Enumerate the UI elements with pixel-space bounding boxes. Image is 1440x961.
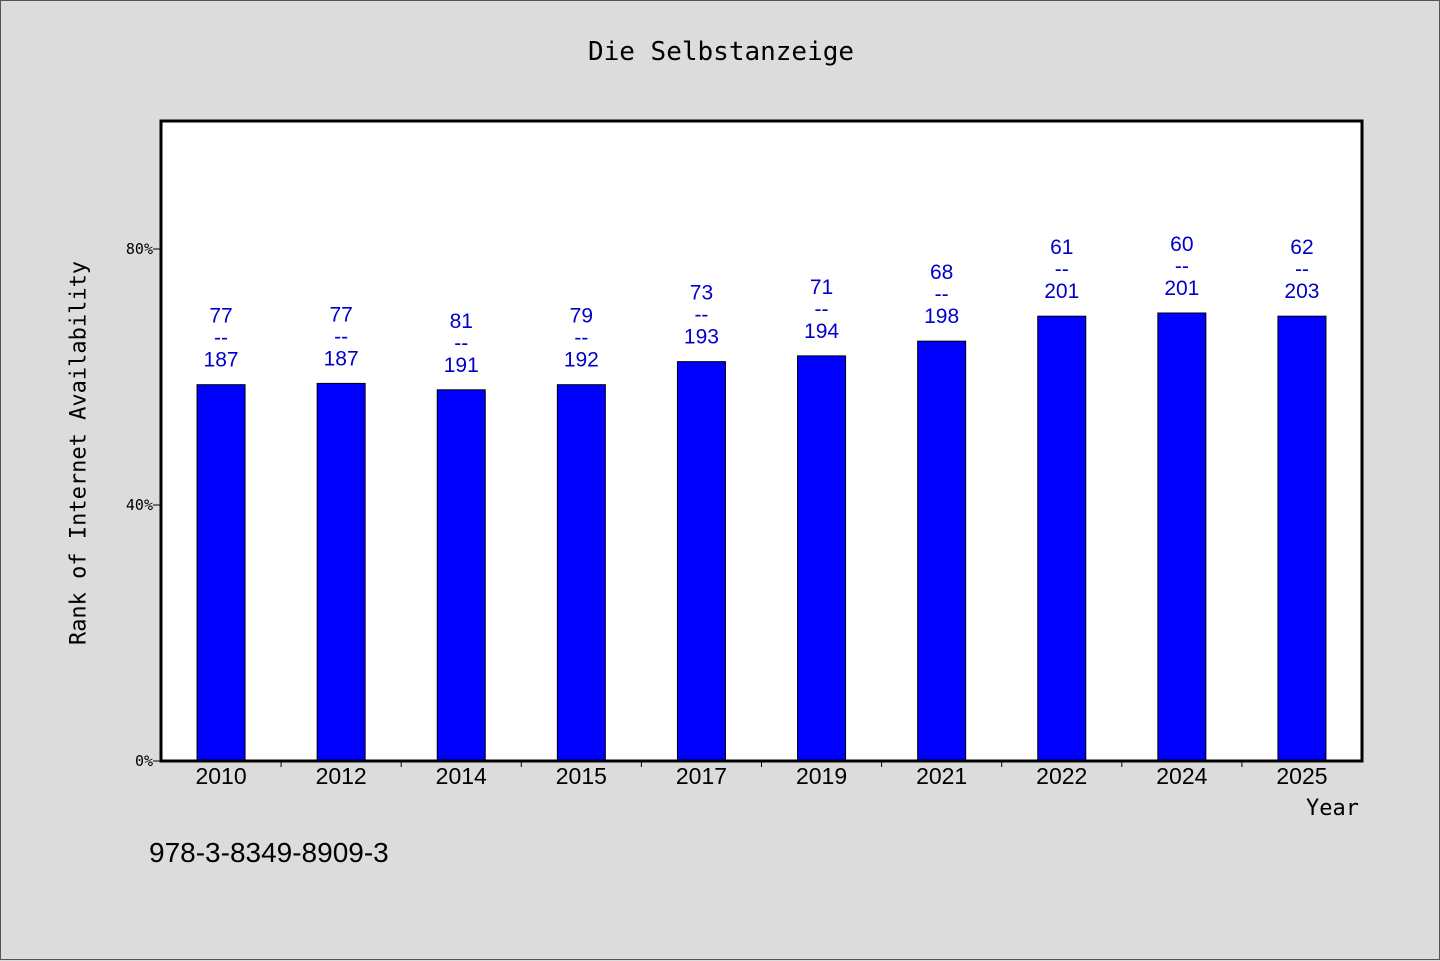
data-label-2025-0: 62 [1290, 236, 1313, 259]
data-label-2022-2: 201 [1044, 280, 1079, 303]
bar-2019 [797, 355, 847, 762]
data-label-2024-0: 60 [1170, 233, 1193, 256]
data-label-2022-0: 61 [1050, 236, 1073, 259]
data-label-2017-0: 73 [690, 282, 713, 305]
isbn-footer: 978-3-8349-8909-3 [149, 837, 389, 868]
chart-title: Die Selbstanzeige [587, 37, 855, 67]
bar-2012 [316, 382, 366, 762]
x-tick-label-2022: 2022 [1036, 763, 1087, 789]
x-tick-label-2021: 2021 [916, 763, 967, 789]
data-label-2019-2: 194 [804, 320, 839, 343]
x-tick-label-2014: 2014 [436, 763, 487, 789]
data-label-2010-0: 77 [209, 305, 232, 328]
bar-2025 [1277, 315, 1327, 762]
data-label-2015-2: 192 [564, 349, 599, 372]
x-tick-label-2010: 2010 [195, 763, 246, 789]
x-axis-label: Year [1306, 796, 1359, 821]
data-label-2012-1: -- [334, 325, 348, 348]
data-label-2021-2: 198 [924, 305, 959, 328]
data-label-2021-0: 68 [930, 261, 953, 284]
x-tick-label-2012: 2012 [316, 763, 367, 789]
bar-2021 [917, 340, 967, 762]
data-label-2024-1: -- [1175, 255, 1189, 278]
data-label-2014-0: 81 [450, 310, 473, 333]
data-label-2017-1: -- [694, 304, 708, 327]
bar-2022 [1037, 315, 1087, 762]
data-label-2019-1: -- [815, 298, 829, 321]
data-label-2014-1: -- [454, 332, 468, 355]
data-label-2022-1: -- [1055, 258, 1069, 281]
x-tick-label-2025: 2025 [1276, 763, 1327, 789]
data-label-2015-0: 79 [570, 305, 593, 328]
bar-2017 [676, 361, 726, 762]
data-label-2010-1: -- [214, 327, 228, 350]
bar-2015 [556, 384, 606, 762]
plot-border [159, 119, 1364, 763]
x-tick-label-2015: 2015 [556, 763, 607, 789]
y-tick-label-0: 0% [135, 752, 153, 770]
y-tick-label-2: 80% [126, 240, 153, 258]
bar-2010 [196, 384, 246, 762]
data-label-2025-2: 203 [1284, 280, 1319, 303]
bar-2014 [436, 389, 486, 762]
data-label-2015-1: -- [574, 327, 588, 350]
data-label-2024-2: 201 [1164, 277, 1199, 300]
bar-2024 [1157, 312, 1207, 762]
data-label-2012-2: 187 [324, 347, 359, 370]
data-label-2021-1: -- [935, 283, 949, 306]
x-tick-label-2024: 2024 [1156, 763, 1207, 789]
data-label-2019-0: 71 [810, 276, 833, 299]
data-label-2014-2: 191 [444, 354, 479, 377]
y-tick-label-1: 40% [126, 496, 153, 514]
x-tick-label-2019: 2019 [796, 763, 847, 789]
x-tick-label-2017: 2017 [676, 763, 727, 789]
data-label-2025-1: -- [1295, 258, 1309, 281]
data-label-2017-2: 193 [684, 326, 719, 349]
data-label-2010-2: 187 [204, 349, 239, 372]
data-label-2012-0: 77 [329, 303, 352, 326]
